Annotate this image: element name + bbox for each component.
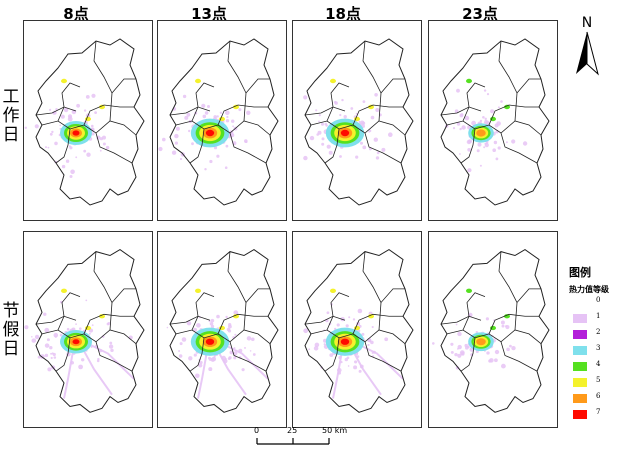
- map-panel-workday-13h: [157, 20, 287, 221]
- legend-item: 1: [569, 311, 617, 327]
- map-panel-holiday-8h: [23, 231, 153, 428]
- legend-swatch: [573, 394, 587, 403]
- legend-item: 3: [569, 343, 617, 359]
- legend-label: 2: [596, 328, 601, 336]
- legend-label: 3: [596, 344, 601, 352]
- column-header-13h: 13点: [191, 5, 227, 23]
- legend-swatch: [573, 378, 587, 387]
- legend: 图例 热力值等级 0 1 2 3 4 5 6 7: [569, 264, 617, 423]
- legend-swatch: [573, 298, 587, 307]
- map-panel-workday-18h: [292, 20, 422, 221]
- column-header-18h: 18点: [325, 5, 361, 23]
- legend-label: 5: [596, 376, 601, 384]
- scale-label-0: 0: [254, 426, 260, 435]
- legend-swatch: [573, 330, 587, 339]
- column-header-8h: 8点: [63, 5, 89, 23]
- legend-label: 7: [596, 408, 601, 416]
- scale-bar: 0 25 50 km: [250, 426, 370, 450]
- legend-swatch: [573, 410, 587, 419]
- legend-item: 0: [569, 295, 617, 311]
- legend-items: 0 1 2 3 4 5 6 7: [569, 295, 617, 423]
- north-label: N: [582, 15, 592, 31]
- legend-label: 0: [596, 296, 601, 304]
- row-label-holiday: 节假日: [2, 301, 20, 359]
- scale-label-25: 25: [287, 426, 298, 435]
- legend-label: 4: [596, 360, 601, 368]
- legend-swatch: [573, 346, 587, 355]
- map-panel-holiday-13h: [157, 231, 287, 428]
- legend-item: 7: [569, 407, 617, 423]
- map-panel-workday-23h: [428, 20, 558, 221]
- legend-label: 1: [596, 312, 601, 320]
- legend-label: 6: [596, 392, 601, 400]
- legend-title: 图例: [569, 266, 591, 279]
- legend-item: 5: [569, 375, 617, 391]
- north-arrow-icon: N: [576, 15, 599, 76]
- map-panel-holiday-18h: [292, 231, 422, 428]
- legend-item: 6: [569, 391, 617, 407]
- legend-subtitle: 热力值等级: [569, 285, 609, 294]
- legend-swatch: [573, 362, 587, 371]
- map-panel-holiday-23h: [428, 231, 558, 428]
- scale-label-50: 50 km: [322, 426, 348, 435]
- legend-item: 4: [569, 359, 617, 375]
- row-label-workday: 工作日: [2, 87, 20, 145]
- map-panel-workday-8h: [23, 20, 153, 221]
- legend-item: 2: [569, 327, 617, 343]
- legend-swatch: [573, 314, 587, 323]
- column-header-23h: 23点: [462, 5, 498, 23]
